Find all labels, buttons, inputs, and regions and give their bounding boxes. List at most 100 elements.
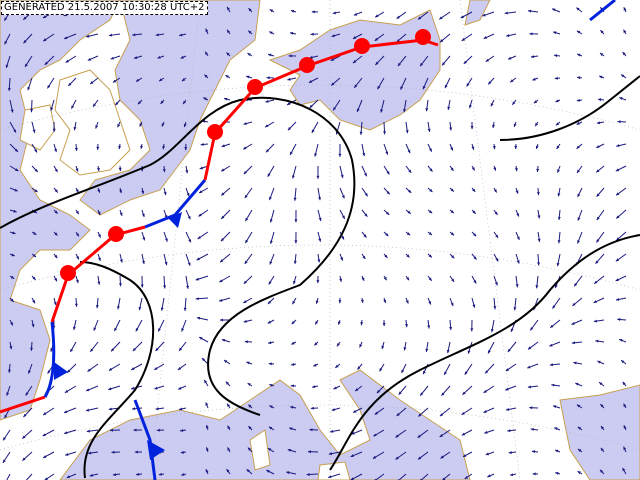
wind-arrowhead	[616, 144, 620, 148]
wind-arrowhead	[485, 452, 490, 456]
wind-arrowhead	[490, 328, 494, 333]
wind-arrowhead	[383, 299, 387, 304]
wind-arrowhead	[108, 33, 113, 37]
wind-arrowhead	[622, 51, 626, 56]
wind-arrowhead	[291, 341, 295, 345]
wind-arrowhead	[185, 170, 189, 174]
wind-arrowhead	[65, 59, 69, 63]
wind-arrowhead	[23, 40, 27, 44]
wind-arrowhead	[379, 367, 383, 372]
wind-arrowhead	[22, 457, 26, 461]
wind-arrowhead	[621, 74, 625, 78]
wind-arrowhead	[199, 190, 203, 193]
wind-arrowhead	[245, 239, 249, 244]
wind-arrowhead	[157, 55, 161, 59]
wind-arrowhead	[177, 366, 182, 370]
wind-arrowhead	[535, 145, 539, 149]
wind-arrowhead	[616, 215, 620, 219]
wind-arrowhead	[248, 30, 252, 34]
wind-arrowhead	[137, 101, 142, 105]
wind-arrowhead	[483, 389, 487, 393]
wind-arrowhead	[375, 14, 379, 18]
wind-arrowhead	[440, 39, 444, 43]
wind-arrowhead	[529, 406, 533, 410]
wind-arrowhead	[595, 339, 599, 343]
wind-arrowhead	[318, 238, 322, 242]
wind-arrowhead	[528, 9, 532, 13]
wind-arrowhead	[471, 146, 475, 150]
wind-arrowhead	[34, 168, 38, 173]
wind-arrowhead	[600, 447, 604, 452]
wind-arrowhead	[408, 169, 412, 173]
wind-arrowhead	[13, 209, 17, 213]
wind-arrowhead	[312, 385, 316, 389]
wind-arrowhead	[74, 303, 78, 307]
wind-arrowhead	[75, 189, 79, 193]
wind-arrowhead	[470, 126, 474, 130]
wind-arrowhead	[293, 197, 297, 201]
wind-arrowhead	[183, 100, 187, 105]
wind-arrowhead	[420, 62, 424, 67]
wind-arrowhead	[537, 262, 541, 266]
wind-arrowhead	[134, 450, 138, 454]
wind-arrowhead	[68, 82, 72, 87]
wind-arrowhead	[65, 452, 69, 456]
wind-arrowhead	[227, 6, 230, 11]
wind-arrowhead	[554, 284, 558, 289]
wind-arrowhead	[386, 191, 390, 195]
wind-arrowhead	[133, 56, 138, 59]
wind-arrowhead	[557, 216, 561, 221]
wind-arrowhead	[352, 60, 357, 64]
wind-arrowhead	[118, 283, 122, 287]
wind-arrowhead	[330, 57, 335, 61]
wind-arrowhead	[267, 320, 272, 324]
wind-arrowhead	[220, 259, 224, 263]
wind-arrowhead	[403, 109, 407, 113]
ireland	[19, 104, 56, 151]
wind-arrowhead	[428, 210, 433, 214]
wind-arrowhead	[356, 108, 360, 113]
wind-arrowhead	[72, 326, 76, 331]
wind-arrowhead	[135, 328, 139, 332]
wind-arrowhead	[407, 210, 411, 214]
wind-arrowhead	[154, 366, 158, 370]
wind-arrowhead	[246, 361, 250, 365]
wind-arrowhead	[10, 275, 15, 279]
wind-arrowhead	[554, 76, 558, 80]
wind-arrowhead	[306, 472, 310, 476]
wind-arrowhead	[31, 323, 35, 328]
wind-arrowhead	[32, 300, 35, 304]
wind-arrowhead	[623, 29, 627, 34]
wind-arrowhead	[615, 297, 620, 301]
wind-arrow	[6, 473, 11, 480]
wind-arrowhead	[513, 123, 517, 127]
wind-arrowhead	[507, 348, 511, 353]
wind-arrowhead	[576, 169, 580, 173]
wind-arrowhead	[70, 348, 74, 353]
cold-symbol	[147, 440, 165, 460]
wind-arrowhead	[395, 456, 399, 460]
wind-arrowhead	[404, 324, 408, 328]
wind-arrowhead	[507, 429, 511, 433]
wind-arrowhead	[418, 456, 422, 460]
wind-arrowhead	[364, 213, 368, 217]
wind-arrowhead	[335, 364, 339, 368]
wind-arrowhead	[269, 405, 273, 409]
wind-arrowhead	[557, 240, 561, 244]
wind-arrowhead	[495, 234, 499, 238]
wind-arrowhead	[269, 196, 272, 201]
wind-arrowhead	[595, 260, 599, 264]
wind-arrowhead	[63, 410, 68, 414]
wind-arrowhead	[164, 261, 168, 266]
wind-arrowhead	[34, 189, 38, 193]
wind-arrowhead	[328, 475, 332, 479]
wind-arrowhead	[485, 58, 490, 62]
wind-arrowhead	[290, 384, 294, 388]
wind-arrowhead	[30, 347, 34, 351]
wind-arrowhead	[97, 189, 101, 193]
wind-arrowhead	[33, 231, 37, 235]
wind-arrowhead	[408, 189, 412, 193]
wind-arrowhead	[512, 101, 516, 105]
wind-arrowhead	[483, 410, 487, 413]
